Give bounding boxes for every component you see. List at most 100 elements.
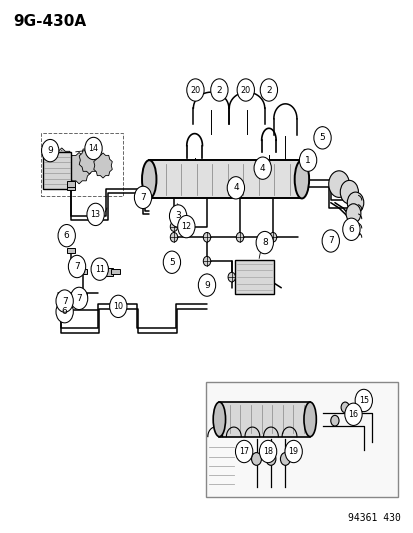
Bar — [101, 268, 113, 276]
Text: 17: 17 — [238, 447, 249, 456]
Circle shape — [236, 232, 243, 242]
Circle shape — [203, 232, 210, 242]
Text: 2: 2 — [216, 85, 222, 94]
Circle shape — [56, 290, 73, 312]
Circle shape — [268, 232, 276, 242]
Text: 10: 10 — [113, 302, 123, 311]
Text: 9: 9 — [204, 280, 209, 289]
Circle shape — [227, 176, 244, 199]
Circle shape — [340, 402, 349, 413]
Bar — [66, 181, 75, 187]
Circle shape — [256, 231, 273, 254]
Bar — [59, 294, 69, 303]
Circle shape — [109, 295, 127, 318]
Circle shape — [313, 127, 330, 149]
Text: 14: 14 — [88, 144, 98, 153]
Circle shape — [134, 186, 151, 208]
Text: 7: 7 — [140, 193, 145, 202]
Circle shape — [91, 258, 108, 280]
Circle shape — [87, 203, 104, 225]
Circle shape — [170, 222, 177, 231]
Ellipse shape — [294, 160, 309, 198]
Circle shape — [41, 140, 59, 162]
Text: 12: 12 — [181, 222, 191, 231]
Polygon shape — [49, 148, 74, 183]
Bar — [74, 262, 84, 271]
Text: 18: 18 — [262, 447, 273, 456]
Text: 9: 9 — [47, 146, 53, 155]
Text: 2: 2 — [266, 85, 271, 94]
Circle shape — [280, 453, 290, 465]
Circle shape — [299, 149, 316, 171]
Circle shape — [259, 440, 276, 463]
Circle shape — [345, 204, 360, 223]
Text: 7: 7 — [327, 237, 333, 246]
Circle shape — [235, 440, 252, 463]
Circle shape — [347, 192, 363, 213]
Text: 5: 5 — [169, 258, 174, 266]
Circle shape — [56, 301, 73, 323]
Circle shape — [328, 171, 349, 197]
Circle shape — [260, 79, 277, 101]
Circle shape — [321, 230, 339, 252]
Text: 6: 6 — [64, 231, 69, 240]
FancyBboxPatch shape — [43, 152, 71, 189]
Circle shape — [170, 209, 177, 219]
Text: 94361 430: 94361 430 — [347, 513, 400, 523]
Circle shape — [177, 215, 195, 238]
Circle shape — [237, 79, 254, 101]
Ellipse shape — [142, 160, 156, 198]
Circle shape — [163, 251, 180, 273]
Text: 19: 19 — [288, 447, 298, 456]
Circle shape — [344, 403, 361, 425]
Text: 7: 7 — [76, 294, 82, 303]
Circle shape — [198, 274, 215, 296]
Bar — [66, 185, 75, 190]
Text: 11: 11 — [95, 265, 104, 273]
Text: 20: 20 — [240, 85, 250, 94]
Ellipse shape — [213, 402, 225, 437]
Bar — [66, 248, 75, 253]
Text: 5: 5 — [319, 133, 325, 142]
Text: 13: 13 — [90, 210, 100, 219]
Circle shape — [210, 79, 228, 101]
Ellipse shape — [303, 402, 316, 437]
Bar — [149, 160, 301, 198]
Circle shape — [85, 138, 102, 160]
Text: 16: 16 — [348, 410, 358, 419]
Circle shape — [58, 224, 75, 247]
FancyBboxPatch shape — [205, 382, 397, 497]
Circle shape — [342, 218, 359, 240]
Bar — [79, 269, 87, 274]
Circle shape — [254, 157, 271, 179]
Text: 1: 1 — [304, 156, 310, 165]
Circle shape — [330, 415, 338, 426]
Text: 3: 3 — [175, 212, 180, 221]
Text: 9G-430A: 9G-430A — [13, 14, 86, 29]
Bar — [79, 293, 87, 298]
Circle shape — [354, 389, 372, 411]
Bar — [59, 297, 69, 305]
Circle shape — [70, 287, 88, 310]
Polygon shape — [93, 153, 112, 178]
Polygon shape — [67, 152, 90, 184]
Text: 6: 6 — [348, 225, 354, 234]
Circle shape — [170, 232, 177, 242]
Circle shape — [266, 453, 275, 465]
Text: 20: 20 — [190, 85, 200, 94]
Circle shape — [169, 205, 186, 227]
Bar — [111, 269, 119, 274]
Circle shape — [339, 180, 358, 204]
Bar — [325, 237, 335, 245]
Text: 4: 4 — [233, 183, 238, 192]
Text: 7: 7 — [74, 262, 80, 271]
FancyBboxPatch shape — [235, 260, 273, 294]
Polygon shape — [79, 147, 100, 174]
Circle shape — [251, 453, 261, 465]
Text: 7: 7 — [62, 296, 67, 305]
Circle shape — [203, 256, 210, 266]
Text: 4: 4 — [259, 164, 265, 173]
Circle shape — [186, 79, 204, 101]
Text: 8: 8 — [261, 238, 267, 247]
Circle shape — [68, 255, 85, 278]
